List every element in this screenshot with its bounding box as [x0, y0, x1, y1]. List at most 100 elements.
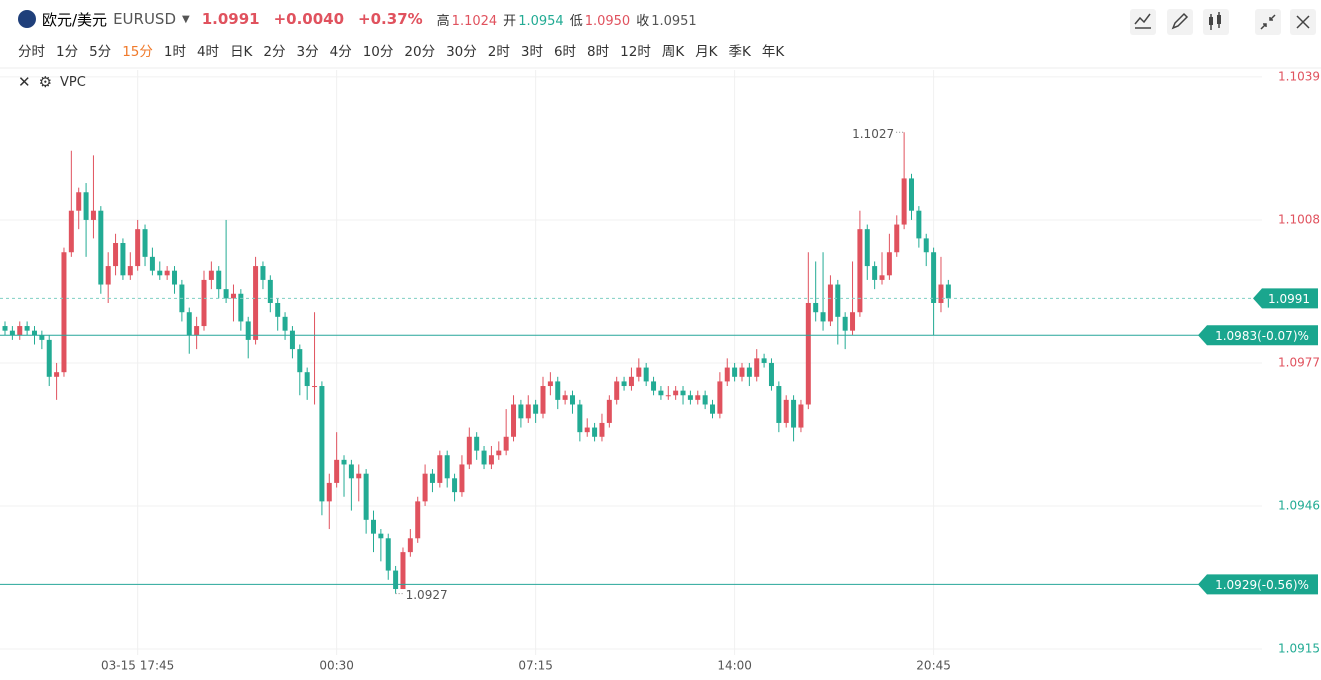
tool-collapse[interactable]	[1255, 9, 1281, 35]
y-tick-label: 1.1008	[1278, 212, 1320, 226]
candle-body	[113, 243, 119, 267]
timeframe-tab[interactable]: 月K	[695, 44, 718, 60]
timeframe-tab[interactable]: 2分	[263, 44, 286, 60]
low-label: 1.0927	[406, 588, 448, 602]
timeframe-tab[interactable]: 4时	[196, 44, 220, 60]
candle-body	[908, 178, 914, 211]
candle-body	[297, 349, 303, 373]
stat: 开 1.0954	[503, 10, 564, 29]
symbol[interactable]: EURUSD	[113, 10, 176, 28]
candle-body	[665, 395, 671, 397]
candle-body	[282, 316, 288, 331]
candle-body	[54, 372, 60, 377]
candle-body	[525, 404, 531, 419]
tool-draw-icon	[1171, 12, 1189, 30]
timeframe-tab[interactable]: 年K	[761, 44, 785, 60]
candle-body	[835, 284, 841, 317]
candle-body	[17, 326, 23, 336]
y-tick-label: 1.0946	[1278, 498, 1320, 512]
x-tick-label: 14:00	[717, 659, 752, 673]
candle-body	[503, 436, 509, 451]
timeframe-tab[interactable]: 3时	[520, 44, 543, 60]
candle-body	[9, 330, 15, 336]
candle-body	[540, 386, 546, 414]
timeframe-tab[interactable]: 12时	[620, 44, 651, 60]
candle-body	[931, 252, 937, 303]
candle-body	[533, 404, 539, 414]
candle-body	[724, 367, 730, 382]
timeframe-tab[interactable]: 周K	[661, 44, 685, 60]
candle-body	[710, 404, 716, 414]
tool-candle[interactable]	[1203, 9, 1229, 35]
candles	[2, 132, 951, 594]
candle-body	[562, 395, 568, 400]
tool-close-icon	[1296, 15, 1310, 29]
overlay: 1.0915 1.0946 1.0977 1.1008 1.1039 03-15 17:4…	[0, 69, 1320, 673]
candle-body	[864, 229, 870, 267]
candle-body	[518, 404, 524, 419]
timeframe-tab[interactable]: 10分	[362, 44, 394, 60]
stat-label: 收	[636, 13, 650, 29]
candle-body	[643, 367, 649, 382]
candle-body	[842, 316, 848, 331]
candle-body	[326, 482, 332, 502]
candle-body	[872, 266, 878, 280]
timeframe-tab[interactable]: 1分	[56, 44, 79, 60]
candle-body	[267, 279, 273, 303]
candle-body	[186, 312, 192, 336]
candle-body	[628, 376, 634, 387]
timeframe-tab[interactable]: 6时	[553, 44, 577, 60]
candle-body	[798, 404, 804, 428]
timeframe-tab[interactable]: 1时	[163, 44, 186, 60]
indicator-settings[interactable]: ⚙	[38, 73, 53, 91]
tool-draw[interactable]	[1167, 9, 1193, 35]
tool-line-icon	[1134, 13, 1151, 29]
candle-body	[363, 473, 369, 520]
candle-body	[938, 284, 944, 303]
stat-label: 开	[503, 13, 517, 29]
timeframe-tab[interactable]: 30分	[446, 44, 477, 60]
timeframe-tab[interactable]: 8时	[587, 44, 610, 60]
timeframe-tab[interactable]: 3分	[296, 44, 319, 60]
timeframe-tab[interactable]: 分时	[18, 44, 45, 60]
timeframe-tab[interactable]: 2时	[487, 44, 510, 60]
candle-body	[687, 395, 693, 400]
grid	[0, 70, 1262, 655]
stat-value: 1.0950	[584, 13, 631, 29]
y-tick-label: 1.0977	[1278, 355, 1320, 369]
candle-body	[879, 275, 885, 280]
timeframe-tab[interactable]: 4分	[329, 44, 352, 60]
timeframe-tab[interactable]: 15分	[122, 44, 153, 60]
candle-body	[599, 422, 605, 437]
candle-body	[791, 399, 797, 428]
candle-body	[584, 427, 590, 433]
timeframe-tab[interactable]: 5分	[89, 44, 112, 60]
dropdown[interactable]: ▼	[182, 13, 190, 25]
candle-body	[348, 464, 354, 479]
candle-body	[901, 178, 907, 225]
candle-body	[569, 395, 575, 405]
timeframe-tab[interactable]: 20分	[404, 44, 436, 60]
stat-value: 1.0954	[518, 13, 564, 29]
indicator-close[interactable]: ✕	[18, 73, 31, 91]
candle-body	[194, 326, 200, 336]
candle-body	[813, 302, 819, 313]
timeframe-tab[interactable]: 日K	[230, 44, 253, 60]
candle-body	[415, 501, 421, 539]
candle-body	[31, 330, 37, 336]
candle-body	[702, 395, 708, 405]
candle-body	[76, 192, 82, 211]
candle-body	[68, 210, 74, 253]
candle-body	[827, 284, 833, 322]
stat: 收 1.0951	[636, 10, 697, 29]
candle-body	[695, 395, 701, 400]
candle-body	[894, 224, 900, 253]
stat-value: 1.0951	[651, 13, 697, 29]
candle-body	[429, 473, 435, 483]
timeframe-tab[interactable]: 季K	[728, 44, 751, 60]
candle-body	[385, 538, 391, 571]
candle-body	[245, 321, 251, 340]
candle-body	[149, 256, 155, 271]
